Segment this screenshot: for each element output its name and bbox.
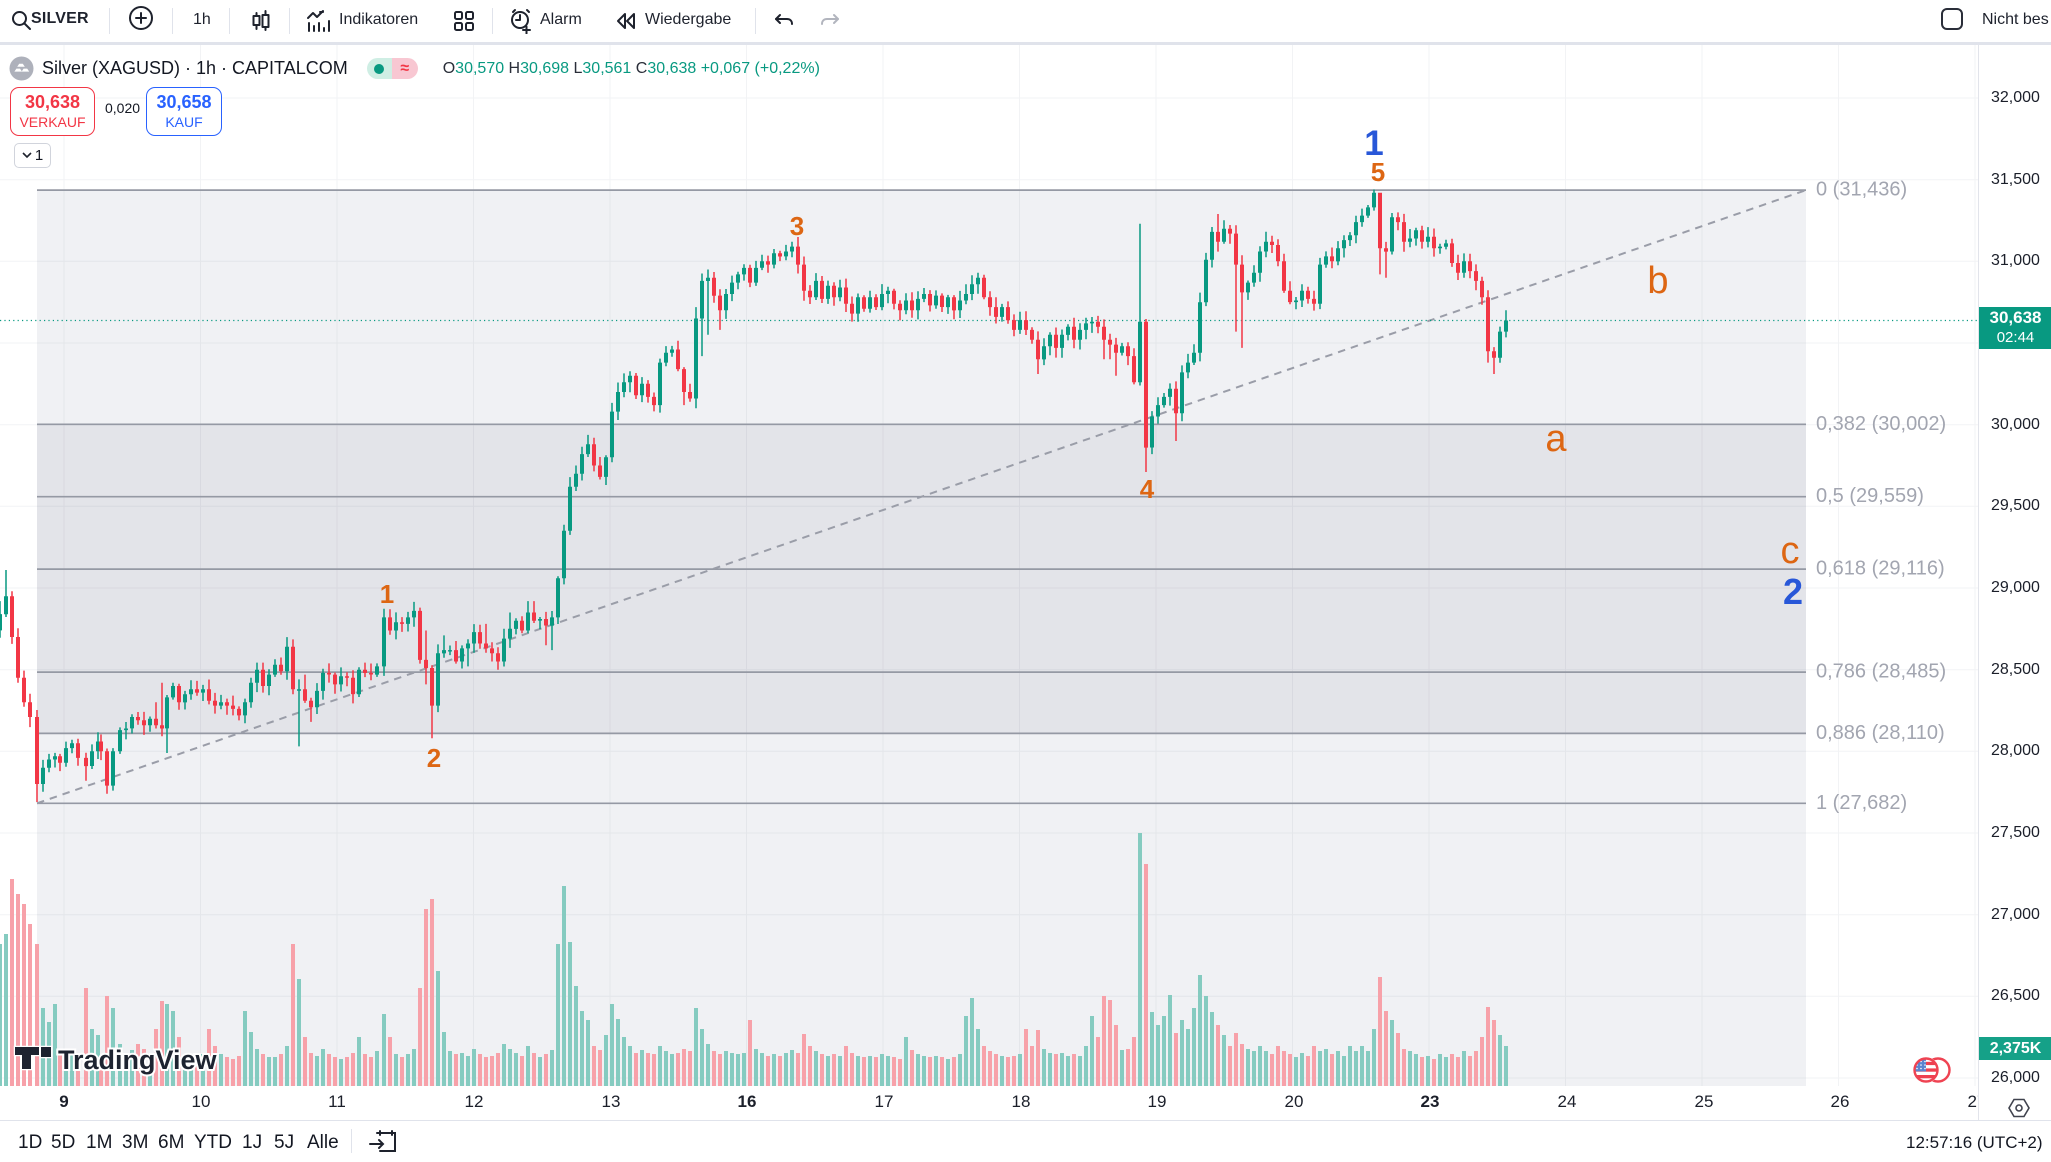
svg-text:2: 2 — [427, 743, 441, 773]
svg-text:b: b — [1647, 260, 1668, 302]
svg-text:0,618 (29,116): 0,618 (29,116) — [1816, 558, 1945, 580]
svg-text:0,786 (28,485): 0,786 (28,485) — [1816, 661, 1946, 683]
svg-text:a: a — [1545, 418, 1567, 460]
svg-text:0,382 (30,002): 0,382 (30,002) — [1816, 413, 1946, 435]
svg-text:1: 1 — [1364, 124, 1383, 163]
svg-text:1: 1 — [380, 579, 394, 609]
svg-text:1 (27,682): 1 (27,682) — [1816, 792, 1907, 814]
svg-text:0 (31,436): 0 (31,436) — [1816, 179, 1907, 201]
svg-text:5: 5 — [1371, 157, 1385, 187]
svg-text:0,886 (28,110): 0,886 (28,110) — [1816, 722, 1945, 744]
svg-text:TradingView: TradingView — [58, 1045, 218, 1075]
svg-text:2: 2 — [1783, 571, 1803, 612]
svg-text:0,5 (29,559): 0,5 (29,559) — [1816, 485, 1924, 507]
svg-text:4: 4 — [1140, 474, 1155, 504]
svg-text:c: c — [1781, 530, 1800, 572]
svg-text:3: 3 — [790, 211, 804, 241]
